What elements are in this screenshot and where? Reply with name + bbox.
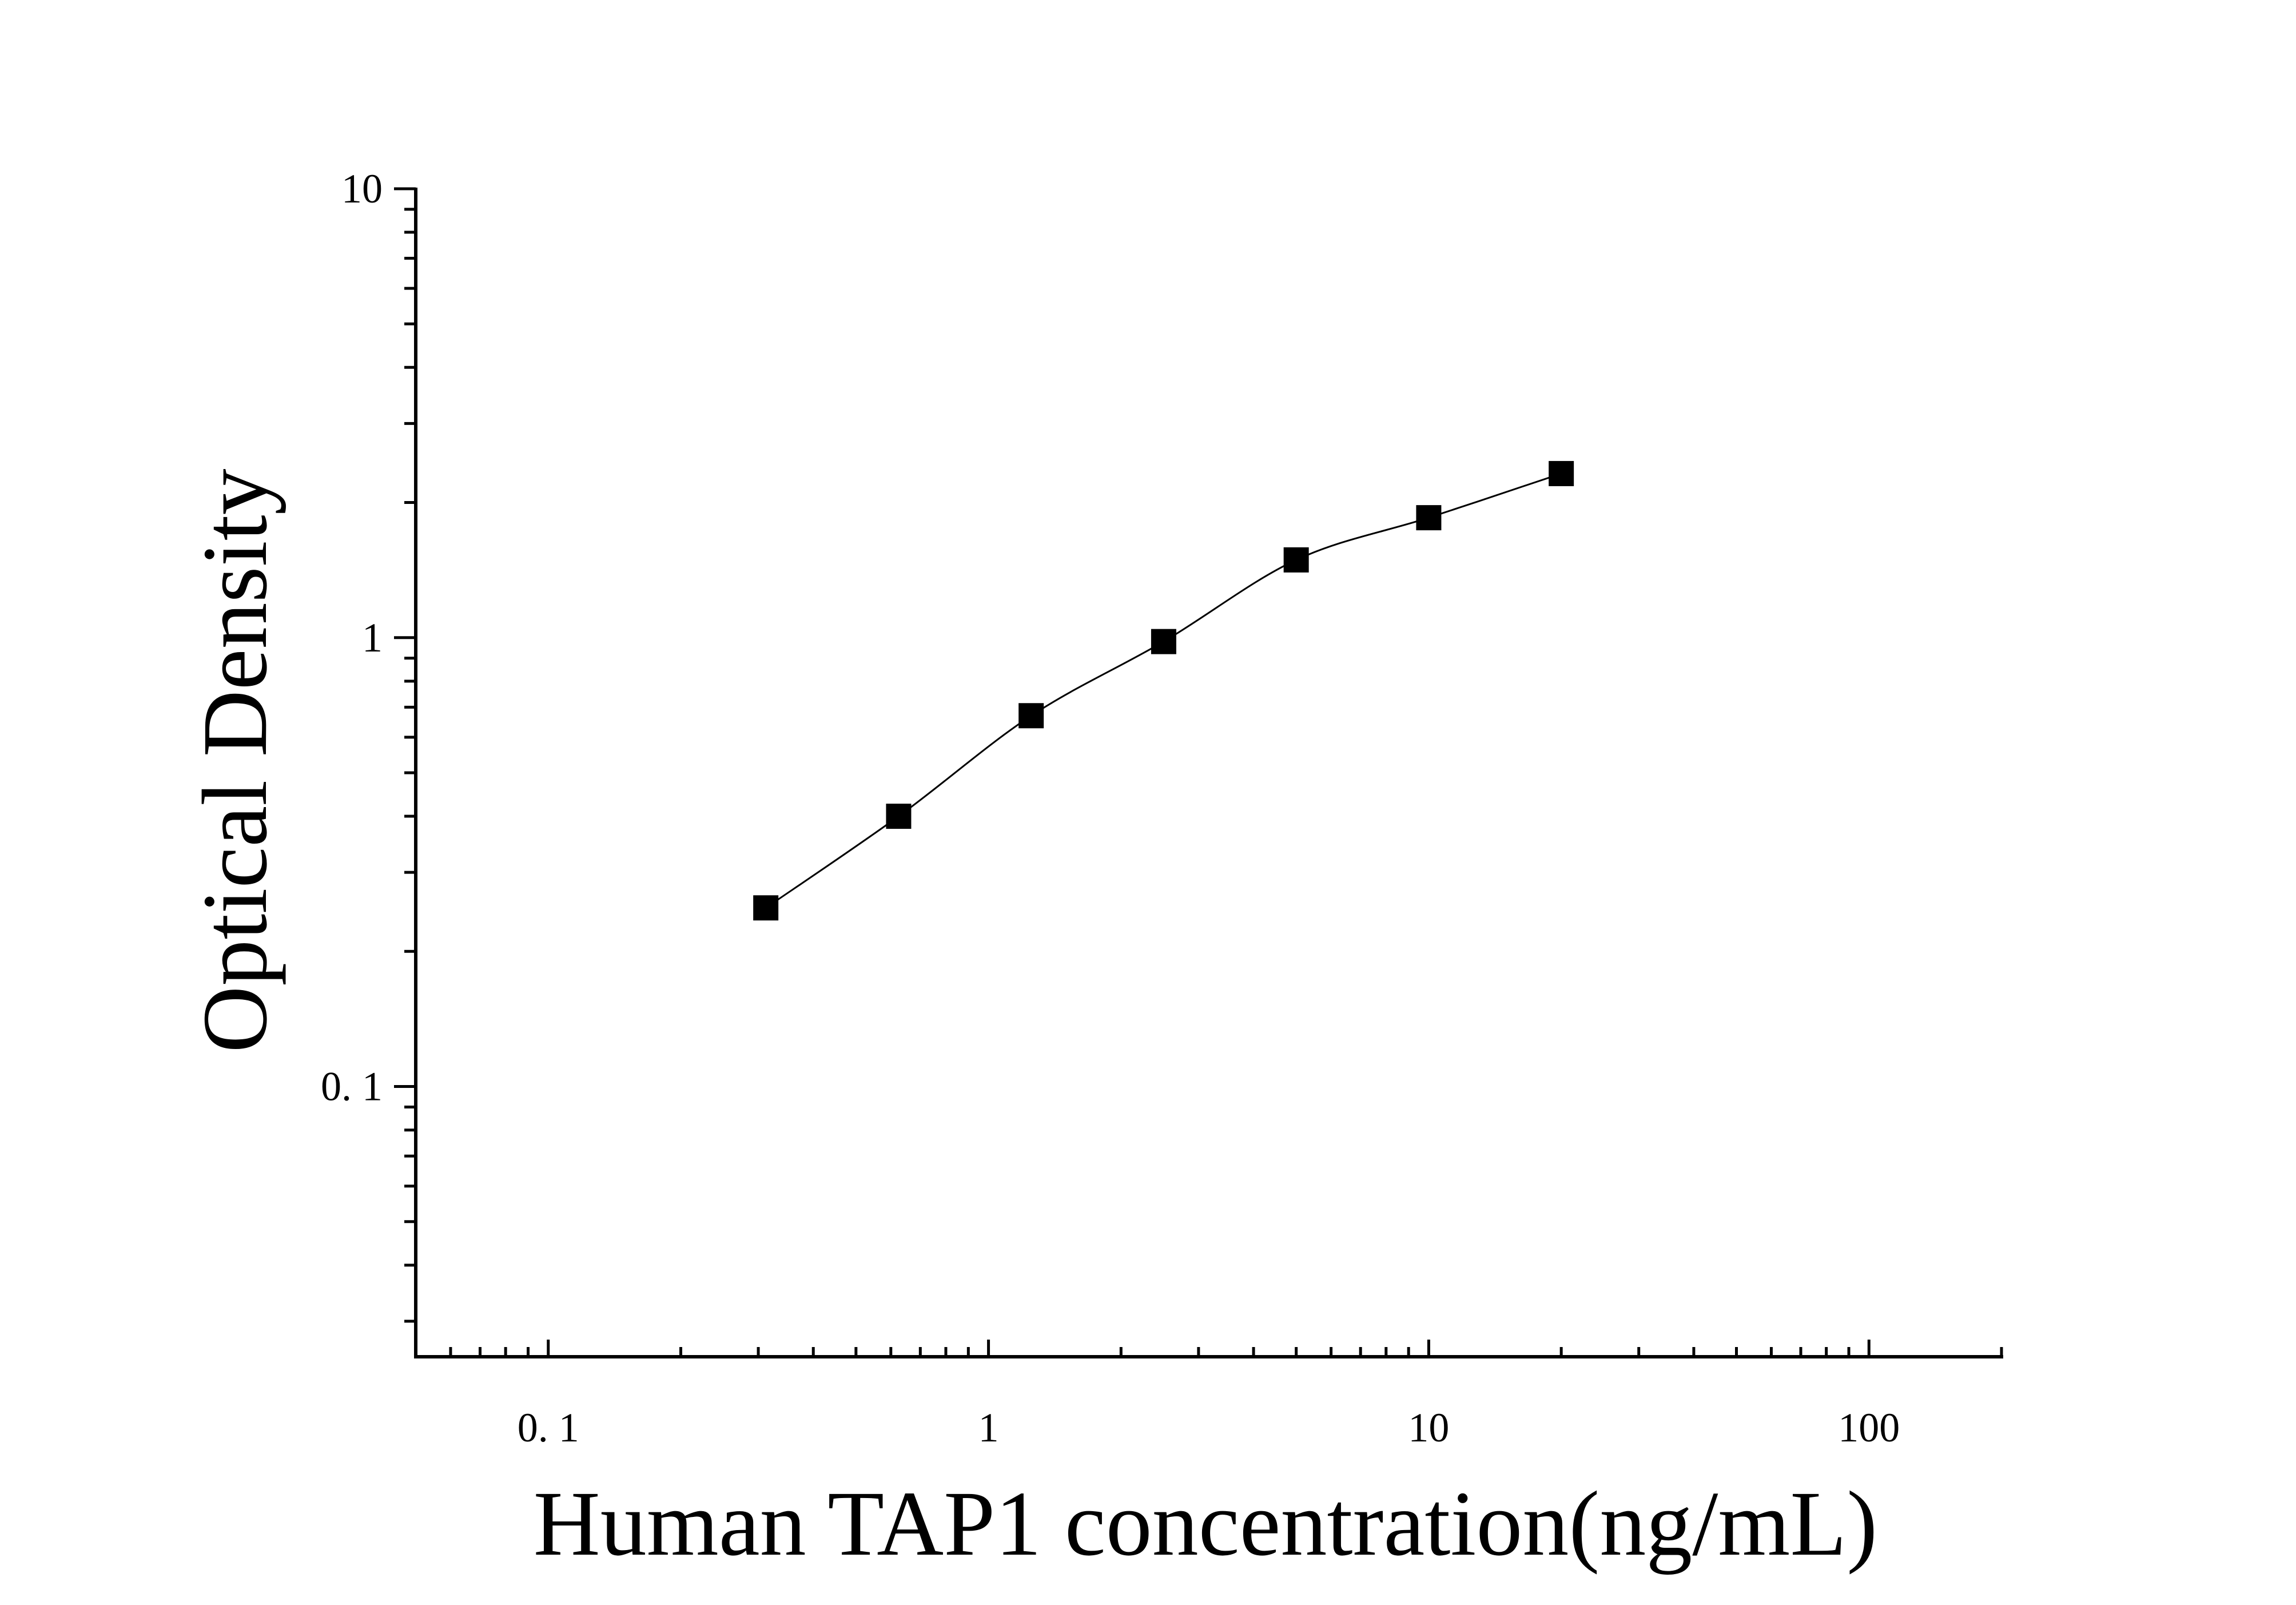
data-point bbox=[886, 804, 912, 829]
axes: 0. 1 1 10 100 0. 1 1 10 bbox=[321, 166, 2003, 1451]
y-tick-label: 1 bbox=[362, 615, 383, 661]
x-tick-label: 10 bbox=[1408, 1405, 1449, 1451]
x-axis-title: Human TAP1 concentration(ng/mL) bbox=[534, 1473, 1878, 1575]
data-point bbox=[1416, 505, 1442, 531]
x-tick-label: 1 bbox=[978, 1405, 999, 1451]
y-tick-label: 10 bbox=[341, 166, 383, 212]
x-tick-label: 0. 1 bbox=[518, 1405, 579, 1451]
fit-curve-group bbox=[765, 472, 1562, 909]
data-point bbox=[1151, 629, 1176, 654]
data-point bbox=[1549, 460, 1574, 486]
y-tick-label: 0. 1 bbox=[321, 1064, 383, 1110]
y-axis-title: Optical Density bbox=[184, 468, 286, 1052]
data-point bbox=[753, 895, 779, 921]
x-tick-label: 100 bbox=[1838, 1405, 1900, 1451]
data-point bbox=[1283, 547, 1309, 573]
data-point bbox=[1018, 703, 1044, 729]
fit-curve bbox=[765, 472, 1562, 909]
data-points bbox=[753, 460, 1574, 921]
